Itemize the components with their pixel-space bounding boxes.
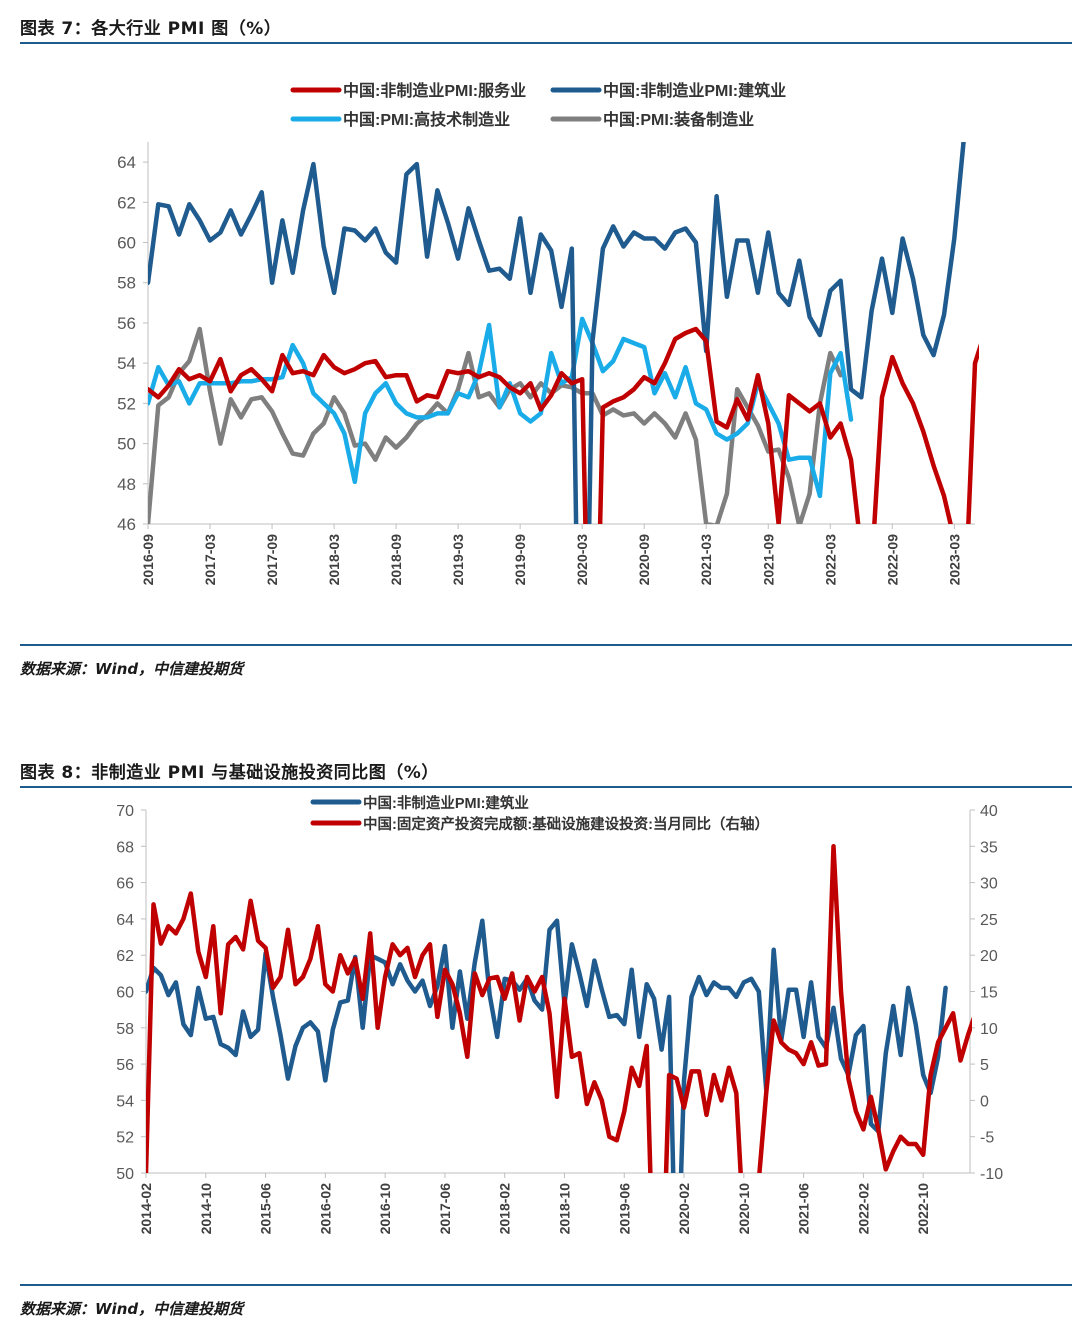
chart8-x-tick-label: 2014-10 xyxy=(198,1183,214,1235)
chart8-x-tick-label: 2018-10 xyxy=(556,1183,572,1235)
chart7-y-tick-label: 50 xyxy=(117,435,136,454)
chart7-series-line-0 xyxy=(148,326,979,524)
chart8-y-right-tick-label: -10 xyxy=(980,1166,1003,1183)
chart7-y-tick-label: 48 xyxy=(117,475,136,494)
chart7-legend: 中国:非制造业PMI:服务业 中国:非制造业PMI:建筑业中国:PMI:高技术制造… xyxy=(290,81,786,129)
chart8-y-left-tick-label: 68 xyxy=(116,839,134,856)
chart7-x-tick-label: 2018-03 xyxy=(326,534,342,586)
chart7-y-axis: 46 48 50 52 54 56 58 60 62 64 xyxy=(117,142,149,534)
chart8-y-right-tick-label: 0 xyxy=(980,1093,989,1110)
chart7-series xyxy=(148,142,979,524)
chart8-x-tick-label: 2016-10 xyxy=(377,1183,393,1235)
figure7-source: 数据来源：Wind，中信建投期货 xyxy=(20,660,244,678)
chart7-x-axis: 2016-09 2017-03 2017-09 2018-03 2018-09 2019-… xyxy=(140,523,975,586)
chart8-y-right-tick-label: -5 xyxy=(980,1130,994,1147)
chart8-y-right-tick-label: 35 xyxy=(980,839,998,856)
chart7-x-tick-label: 2019-09 xyxy=(512,534,528,586)
chart7-x-tick-label: 2023-03 xyxy=(946,534,962,586)
chart8-y-axis-left: 50 52 54 56 58 60 62 64 66 68 70 xyxy=(116,803,147,1183)
chart8-y-left-tick-label: 70 xyxy=(116,803,134,820)
chart8-y-left-tick-label: 56 xyxy=(116,1057,134,1074)
chart8-legend-label-1: 中国:固定资产投资完成额:基础设施建设投资:当月同比（右轴） xyxy=(363,815,769,833)
chart7-x-tick-label: 2016-09 xyxy=(140,534,156,586)
chart7-y-tick-label: 58 xyxy=(117,274,136,293)
chart8-x-tick-label: 2017-06 xyxy=(437,1183,453,1235)
chart7-x-tick-label: 2021-03 xyxy=(698,534,714,586)
figure7-title: 图表 7：各大行业 PMI 图（%） xyxy=(20,19,282,39)
chart7-x-tick-label: 2020-09 xyxy=(636,534,652,586)
chart7-x-tick-label: 2022-09 xyxy=(884,534,900,586)
chart7-y-tick-label: 64 xyxy=(117,153,136,172)
chart8-x-tick-label: 2021-06 xyxy=(796,1183,812,1235)
chart7-x-tick-label: 2017-03 xyxy=(202,534,218,586)
chart7-legend-label-1: 中国:非制造业PMI:建筑业 xyxy=(603,81,786,100)
chart7-y-tick-label: 54 xyxy=(117,354,136,373)
chart8-x-tick-label: 2022-02 xyxy=(855,1183,871,1235)
chart8-legend: 中国:非制造业PMI:建筑业中国:固定资产投资完成额:基础设施建设投资:当月同比… xyxy=(310,794,769,833)
chart8-y-left-tick-label: 54 xyxy=(116,1093,134,1110)
figure8-title: 图表 8：非制造业 PMI 与基础设施投资同比图（%） xyxy=(20,763,439,783)
chart8-x-tick-label: 2014-02 xyxy=(138,1183,154,1235)
chart8-y-left-tick-label: 66 xyxy=(116,876,134,893)
chart7-x-tick-label: 2017-09 xyxy=(264,534,280,586)
chart7-y-tick-label: 46 xyxy=(117,515,136,534)
chart8-y-left-tick-label: 64 xyxy=(116,912,134,929)
chart7-x-tick-label: 2021-09 xyxy=(760,534,776,586)
chart8-y-right-tick-label: 25 xyxy=(980,912,998,929)
chart-pmi-vs-infra: 中国:非制造业PMI:建筑业中国:固定资产投资完成额:基础设施建设投资:当月同比… xyxy=(116,794,1003,1235)
chart8-y-right-tick-label: 30 xyxy=(980,876,998,893)
chart8-y-right-tick-label: 15 xyxy=(980,985,998,1002)
figure8-top-rule xyxy=(20,786,1072,788)
chart8-y-right-tick-label: 40 xyxy=(980,803,998,820)
chart8-series xyxy=(146,844,972,1173)
chart8-y-right-tick-label: 10 xyxy=(980,1021,998,1038)
figure7-top-rule xyxy=(20,42,1072,44)
chart8-y-left-tick-label: 62 xyxy=(116,948,134,965)
chart7-series-line-3 xyxy=(148,326,843,524)
chart7-y-tick-label: 56 xyxy=(117,314,136,333)
chart8-y-right-tick-label: 20 xyxy=(980,948,998,965)
chart7-series-line-2 xyxy=(148,316,854,499)
chart8-x-tick-label: 2020-02 xyxy=(676,1183,692,1235)
chart-industry-pmi: 中国:非制造业PMI:服务业 中国:非制造业PMI:建筑业中国:PMI:高技术制造… xyxy=(117,81,979,586)
chart7-legend-label-3: 中国:PMI:装备制造业 xyxy=(603,110,754,129)
chart8-y-left-tick-label: 58 xyxy=(116,1021,134,1038)
chart7-x-tick-label: 2020-03 xyxy=(574,534,590,586)
chart8-y-axis-right: -10 -5 0 5 10 15 20 25 30 35 40 xyxy=(969,803,1003,1183)
chart8-x-tick-label: 2022-10 xyxy=(915,1183,931,1235)
chart8-x-tick-label: 2016-02 xyxy=(317,1183,333,1235)
chart8-series-line-0 xyxy=(146,918,948,1173)
figure8-source: 数据来源：Wind，中信建投期货 xyxy=(20,1300,244,1318)
chart7-x-tick-label: 2022-03 xyxy=(822,534,838,586)
chart8-x-tick-label: 2015-06 xyxy=(258,1183,274,1235)
chart7-legend-label-2: 中国:PMI:高技术制造业 xyxy=(343,110,510,129)
figure7-bottom-rule xyxy=(20,644,1072,646)
chart7-x-tick-label: 2019-03 xyxy=(450,534,466,586)
chart8-x-tick-label: 2018-02 xyxy=(497,1183,513,1235)
figure8-bottom-rule xyxy=(20,1284,1072,1286)
chart8-y-right-tick-label: 5 xyxy=(980,1057,989,1074)
chart8-y-left-tick-label: 52 xyxy=(116,1130,134,1147)
chart8-y-left-tick-label: 60 xyxy=(116,985,134,1002)
chart8-y-left-tick-label: 50 xyxy=(116,1166,134,1183)
chart7-y-tick-label: 62 xyxy=(117,193,136,212)
chart8-legend-label-0: 中国:非制造业PMI:建筑业 xyxy=(363,794,529,812)
chart7-y-tick-label: 52 xyxy=(117,394,136,413)
chart7-y-tick-label: 60 xyxy=(117,234,136,253)
chart8-x-tick-label: 2020-10 xyxy=(736,1183,752,1235)
chart8-x-tick-label: 2019-06 xyxy=(616,1183,632,1235)
chart8-x-axis: 2014-02 2014-10 2015-06 2016-02 2016-10 2017-… xyxy=(138,1172,970,1235)
chart8-series-line-1 xyxy=(146,844,972,1173)
chart7-legend-label-0: 中国:非制造业PMI:服务业 xyxy=(343,81,526,100)
chart7-x-tick-label: 2018-09 xyxy=(388,534,404,586)
chart7-series-line-1 xyxy=(148,142,966,524)
